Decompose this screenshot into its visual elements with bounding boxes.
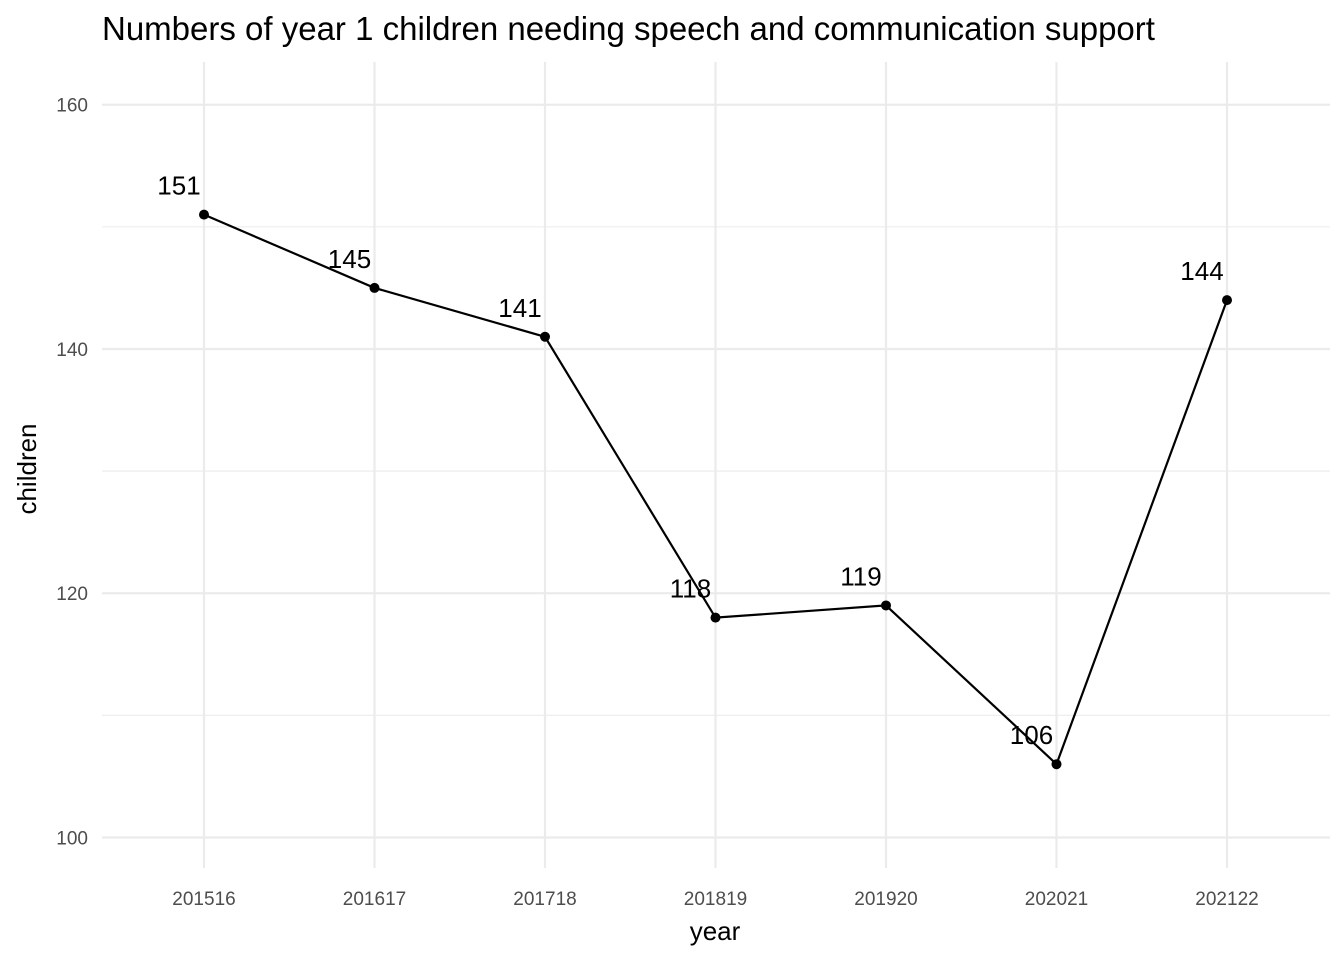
- y-axis-title: children: [12, 423, 42, 514]
- x-tick-label: 201617: [343, 889, 406, 910]
- data-point: [199, 209, 209, 220]
- x-tick-label: 201920: [854, 889, 917, 910]
- axis-layer: 100 120 140 160 201516 201617 201718 201819 2019…: [56, 96, 1258, 910]
- data-label: 144: [1180, 256, 1223, 286]
- x-tick-label: 201516: [172, 889, 235, 910]
- data-point: [540, 331, 550, 342]
- x-tick-label: 202021: [1025, 889, 1088, 910]
- data-point: [1222, 295, 1232, 306]
- y-tick-label: 140: [56, 340, 88, 361]
- x-axis-title: year: [690, 916, 741, 946]
- y-tick-label: 100: [56, 828, 88, 849]
- data-point: [1051, 759, 1062, 770]
- x-tick-label: 201819: [684, 889, 747, 910]
- data-label: 106: [1010, 720, 1053, 750]
- y-tick-label: 120: [56, 584, 88, 605]
- data-point: [881, 600, 891, 611]
- data-label-layer: 151 145 141 118 119 106 144: [157, 171, 1223, 751]
- chart-title: Numbers of year 1 children needing speec…: [102, 10, 1155, 47]
- x-tick-label: 202122: [1195, 889, 1258, 910]
- data-label: 145: [328, 244, 371, 274]
- series-layer: [199, 209, 1232, 770]
- data-label: 151: [157, 171, 200, 201]
- y-tick-label: 160: [56, 96, 88, 117]
- data-label: 119: [840, 561, 881, 591]
- data-label: 118: [670, 574, 711, 604]
- data-point: [710, 612, 721, 623]
- grid-layer: [102, 62, 1330, 868]
- data-label: 141: [498, 293, 541, 323]
- data-point: [369, 282, 380, 293]
- x-tick-label: 201718: [513, 889, 576, 910]
